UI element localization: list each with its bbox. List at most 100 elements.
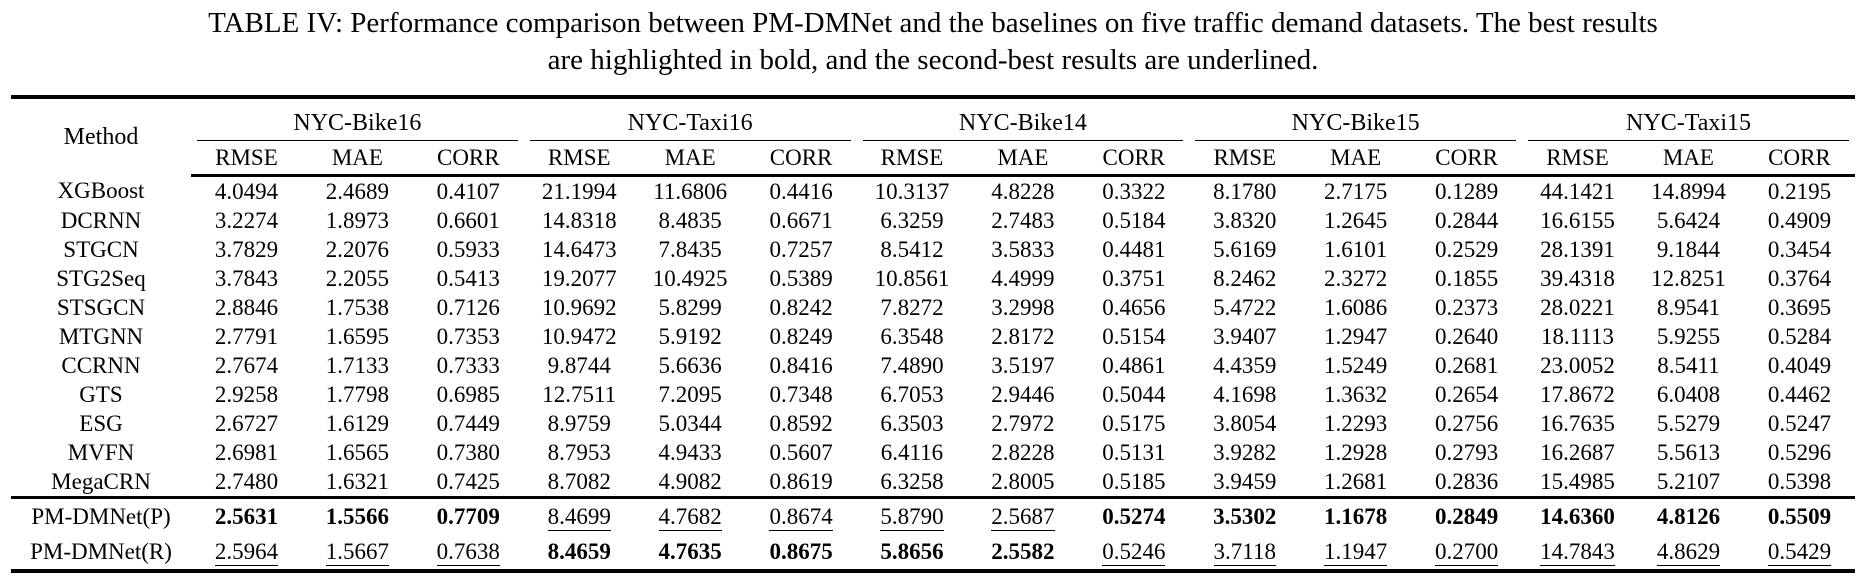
metric-cell: 1.6595 (325, 323, 389, 349)
method-cell: GTS (79, 381, 123, 407)
metric-cell: 1.7133 (325, 352, 389, 378)
metric-cell: 4.7682 (634, 496, 746, 534)
metric-header-mae: MAE (1632, 141, 1744, 177)
metric-cell: 5.8299 (658, 294, 722, 320)
metric-cell: 11.6806 (653, 178, 728, 204)
metric-cell: 4.9433 (658, 439, 722, 465)
metric-cell: 0.7638 (436, 538, 500, 566)
metric-cell: 1.6129 (325, 410, 389, 436)
dataset-group-header-1: NYC-Bike16 (191, 97, 524, 141)
metric-cell: 3.2998 (991, 294, 1055, 320)
metric-cell: 0.5296 (1767, 439, 1832, 465)
metric-cell: 3.9459 (1213, 468, 1277, 494)
metric-cell: 0.8675 (769, 538, 833, 564)
metric-cell: 0.5131 (1102, 439, 1166, 465)
metric-cell: 5.5613 (1656, 439, 1721, 465)
metric-cell: 2.8005 (991, 468, 1055, 494)
metric-cell: 2.9446 (991, 381, 1055, 407)
metric-cell: 3.5197 (991, 352, 1055, 378)
metric-cell: 8.4659 (547, 538, 611, 564)
metric-cell: 0.7126 (436, 294, 500, 320)
metric-cell: 2.7480 (214, 468, 279, 494)
metric-cell: 5.2107 (1656, 468, 1721, 494)
dataset-group-label: NYC-Bike16 (197, 110, 518, 141)
metric-cell: 0.5184 (1102, 207, 1166, 233)
metric-cell: 1.2681 (1324, 468, 1388, 494)
method-cell: STSGCN (56, 294, 146, 320)
metric-cell: 2.5687 (967, 496, 1079, 534)
metric-cell: 7.4890 (880, 352, 944, 378)
metric-cell: 2.2055 (325, 265, 389, 291)
metric-cell: 1.5566 (301, 496, 413, 534)
metric-cell: 0.8619 (769, 468, 833, 494)
metric-cell: 0.8674 (745, 496, 857, 534)
metric-cell: 5.6636 (658, 352, 722, 378)
metric-cell: 0.5154 (1102, 323, 1166, 349)
metric-cell: 28.0221 (1540, 294, 1615, 320)
table-row: STGCN 3.7829 2.2076 0.5933 14.6473 7.8435 0.72… (11, 235, 1855, 264)
metric-cell: 0.4656 (1102, 294, 1166, 320)
metric-cell: 0.5246 (1102, 538, 1166, 566)
dataset-group-header-2: NYC-Taxi16 (524, 97, 857, 141)
metric-cell: 0.5247 (1767, 410, 1832, 436)
metric-cell: 0.5284 (1767, 323, 1832, 349)
metric-cell: 2.3272 (1324, 265, 1388, 291)
metric-cell: 8.7953 (547, 439, 611, 465)
metric-cell: 8.5411 (1657, 352, 1720, 378)
metric-cell: 0.5274 (1078, 496, 1190, 534)
metric-header-mae: MAE (634, 141, 746, 177)
metric-cell: 0.4861 (1102, 352, 1166, 378)
caption-line-2: are highlighted in bold, and the second-… (547, 44, 1319, 76)
metric-cell: 1.1947 (1324, 538, 1388, 566)
metric-cell: 0.7709 (412, 496, 524, 534)
metric-cell: 0.8416 (769, 352, 833, 378)
metric-cell: 0.7257 (769, 236, 833, 262)
metric-cell: 1.6321 (325, 468, 389, 494)
metric-cell: 1.8973 (325, 207, 389, 233)
metric-cell: 5.0344 (658, 410, 722, 436)
metric-cell: 4.8629 (1656, 538, 1721, 566)
metric-cell: 0.3322 (1102, 178, 1166, 204)
metric-cell: 1.1678 (1300, 496, 1412, 534)
metric-cell: 0.2844 (1434, 207, 1499, 233)
metric-cell: 2.7972 (991, 410, 1055, 436)
metric-cell: 0.2793 (1434, 439, 1499, 465)
metric-cell: 14.6473 (541, 236, 617, 262)
metric-cell: 3.2274 (214, 207, 279, 233)
metric-cell: 0.3764 (1767, 265, 1832, 291)
table-caption: TABLE IV: Performance comparison between… (0, 5, 1866, 79)
metric-cell: 1.6565 (325, 439, 389, 465)
metric-cell: 2.7791 (214, 323, 279, 349)
metric-cell: 10.3137 (874, 178, 950, 204)
metric-cell: 3.5833 (991, 236, 1055, 262)
metric-header-rmse: RMSE (523, 141, 635, 177)
metric-header-rmse: RMSE (1189, 141, 1301, 177)
metric-header-corr: CORR (1743, 141, 1855, 177)
metric-cell: 2.6727 (214, 410, 279, 436)
metric-cell: 0.4107 (436, 178, 500, 204)
metric-cell: 0.4049 (1767, 352, 1832, 378)
metric-cell: 2.5964 (214, 538, 279, 566)
method-cell: PM-DMNet(R) (30, 538, 172, 564)
metric-cell: 28.1391 (1540, 236, 1615, 262)
metric-cell: 10.8561 (874, 265, 950, 291)
table-row: XGBoost 4.0494 2.4689 0.4107 21.1994 11.6806 0… (11, 176, 1855, 207)
metric-cell: 0.5398 (1767, 468, 1832, 494)
metric-cell: 0.3751 (1102, 265, 1166, 291)
dataset-group-label: NYC-Taxi16 (529, 110, 851, 141)
metric-cell: 1.6086 (1324, 294, 1388, 320)
results-table: Method NYC-Bike16 NYC-Taxi16 NYC-Bike14 NYC-… (11, 95, 1855, 573)
metric-cell: 0.4481 (1102, 236, 1166, 262)
method-cell: STGCN (63, 236, 139, 262)
metric-cell: 0.1289 (1434, 178, 1499, 204)
metric-cell: 2.8846 (214, 294, 279, 320)
metric-cell: 2.5631 (191, 496, 302, 534)
metric-cell: 6.3548 (880, 323, 944, 349)
metric-cell: 2.8172 (991, 323, 1055, 349)
metric-cell: 9.1844 (1656, 236, 1721, 262)
metric-cell: 4.4999 (991, 265, 1055, 291)
metric-header-corr: CORR (412, 141, 524, 177)
metric-cell: 0.8249 (769, 323, 833, 349)
dataset-group-header-3: NYC-Bike14 (857, 97, 1190, 141)
metric-cell: 1.6101 (1324, 236, 1388, 262)
